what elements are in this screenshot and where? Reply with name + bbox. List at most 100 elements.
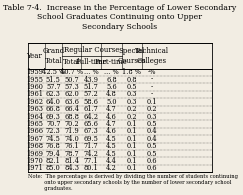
Text: 4.5: 4.5 bbox=[106, 150, 117, 158]
Text: 1961: 1961 bbox=[26, 90, 43, 98]
Text: 0.1: 0.1 bbox=[127, 150, 137, 158]
Text: 0.1: 0.1 bbox=[127, 142, 137, 150]
Text: 0.5: 0.5 bbox=[127, 83, 137, 91]
Text: 76.1: 76.1 bbox=[64, 142, 79, 150]
Text: ... %: ... % bbox=[84, 68, 99, 76]
Text: 78.7: 78.7 bbox=[64, 150, 79, 158]
Text: 5.0: 5.0 bbox=[106, 98, 117, 106]
Text: 80.1: 80.1 bbox=[84, 164, 99, 172]
Text: 70.2: 70.2 bbox=[64, 120, 79, 128]
Text: 0.5: 0.5 bbox=[147, 150, 157, 158]
Text: 63.6: 63.6 bbox=[64, 98, 79, 106]
Text: 1966: 1966 bbox=[26, 127, 43, 136]
Text: 0.2: 0.2 bbox=[127, 113, 137, 121]
Text: Technical
Colleges: Technical Colleges bbox=[135, 47, 169, 65]
Text: 68.8: 68.8 bbox=[64, 113, 79, 121]
Text: 76.8: 76.8 bbox=[46, 142, 61, 150]
Text: 70.7: 70.7 bbox=[46, 120, 61, 128]
Text: 4.6: 4.6 bbox=[106, 127, 117, 136]
Text: 85.0: 85.0 bbox=[46, 164, 61, 172]
Text: 71.7: 71.7 bbox=[84, 142, 98, 150]
Text: 4.5: 4.5 bbox=[106, 142, 117, 150]
Text: 58.6: 58.6 bbox=[84, 98, 99, 106]
Text: 4.7: 4.7 bbox=[106, 120, 117, 128]
Text: 1970: 1970 bbox=[26, 157, 43, 165]
Text: 64.0: 64.0 bbox=[46, 98, 61, 106]
Text: 0.1: 0.1 bbox=[127, 120, 137, 128]
Text: 1959: 1959 bbox=[26, 68, 43, 76]
Text: 61.7: 61.7 bbox=[84, 105, 99, 113]
Text: Year: Year bbox=[26, 52, 42, 60]
Text: 79.4: 79.4 bbox=[46, 150, 61, 158]
Text: 0.4: 0.4 bbox=[147, 135, 157, 143]
Text: 0.8: 0.8 bbox=[127, 76, 137, 84]
Text: 0.1: 0.1 bbox=[127, 164, 137, 172]
Text: 74.5: 74.5 bbox=[46, 135, 61, 143]
Text: 77.1: 77.1 bbox=[84, 157, 98, 165]
Text: 0.2: 0.2 bbox=[147, 105, 157, 113]
Text: 0.1: 0.1 bbox=[127, 127, 137, 136]
Text: 4.2: 4.2 bbox=[106, 164, 117, 172]
Text: -: - bbox=[151, 90, 153, 98]
Text: 66.4: 66.4 bbox=[64, 105, 79, 113]
Text: 4.5: 4.5 bbox=[106, 135, 117, 143]
Text: 43.9: 43.9 bbox=[84, 76, 99, 84]
Text: 81.4: 81.4 bbox=[64, 157, 79, 165]
Text: -%: -% bbox=[148, 68, 156, 76]
Text: 1971: 1971 bbox=[26, 164, 43, 172]
Text: 1969: 1969 bbox=[26, 150, 43, 158]
Text: 72.3: 72.3 bbox=[46, 127, 61, 136]
Text: 1964: 1964 bbox=[26, 113, 43, 121]
Text: 0.6: 0.6 bbox=[147, 157, 157, 165]
Text: 84.3: 84.3 bbox=[64, 164, 79, 172]
Text: 50.7: 50.7 bbox=[64, 76, 79, 84]
Text: 0.6: 0.6 bbox=[147, 164, 157, 172]
Text: 1963: 1963 bbox=[26, 105, 43, 113]
Text: Part-time: Part-time bbox=[95, 58, 128, 66]
Text: 42.5 %: 42.5 % bbox=[42, 68, 65, 76]
Text: 0.2: 0.2 bbox=[127, 105, 137, 113]
Text: 69.5: 69.5 bbox=[84, 135, 99, 143]
Text: -: - bbox=[151, 83, 153, 91]
Text: 1967: 1967 bbox=[26, 135, 43, 143]
Text: 62.3: 62.3 bbox=[46, 90, 61, 98]
Text: 51.5: 51.5 bbox=[46, 76, 61, 84]
Text: 1962: 1962 bbox=[26, 98, 43, 106]
Text: 1955: 1955 bbox=[26, 76, 43, 84]
Text: 0.1: 0.1 bbox=[127, 135, 137, 143]
Text: 4.7: 4.7 bbox=[106, 105, 117, 113]
Text: 69.3: 69.3 bbox=[46, 113, 61, 121]
Text: 66.8: 66.8 bbox=[46, 105, 61, 113]
Text: 0.5: 0.5 bbox=[147, 142, 157, 150]
Text: 0.5: 0.5 bbox=[147, 120, 157, 128]
Text: 65.6: 65.6 bbox=[84, 120, 99, 128]
Text: 4.8: 4.8 bbox=[106, 90, 117, 98]
Text: 0.3: 0.3 bbox=[127, 98, 137, 106]
Text: Note:  The percentage is derived by dividing the number of students continuing
 : Note: The percentage is derived by divid… bbox=[28, 174, 238, 191]
Text: 57.3: 57.3 bbox=[64, 83, 79, 91]
Text: 64.2: 64.2 bbox=[84, 113, 99, 121]
Text: Full-time: Full-time bbox=[75, 58, 107, 66]
Text: 0.3: 0.3 bbox=[147, 113, 157, 121]
Text: 1.8 %: 1.8 % bbox=[122, 68, 141, 76]
Text: 57.2: 57.2 bbox=[84, 90, 99, 98]
Text: 0.1: 0.1 bbox=[127, 157, 137, 165]
Text: 0.3: 0.3 bbox=[127, 90, 137, 98]
Text: 51.7: 51.7 bbox=[84, 83, 99, 91]
Text: 67.3: 67.3 bbox=[84, 127, 99, 136]
Text: 4.6: 4.6 bbox=[106, 113, 117, 121]
Text: 4.4: 4.4 bbox=[106, 157, 117, 165]
Text: 74.2: 74.2 bbox=[84, 150, 99, 158]
Text: ... %: ... % bbox=[104, 68, 119, 76]
Text: Grand
Total: Grand Total bbox=[42, 47, 64, 65]
Text: 40.7 %: 40.7 % bbox=[60, 68, 83, 76]
Text: 57.7: 57.7 bbox=[46, 83, 61, 91]
Text: 5.6: 5.6 bbox=[106, 83, 117, 91]
Text: 1965: 1965 bbox=[26, 120, 43, 128]
Text: 0.1: 0.1 bbox=[147, 98, 157, 106]
Text: Table 7-4.  Increase in the Percentage of Lower Secondary
School Graduates Conti: Table 7-4. Increase in the Percentage of… bbox=[3, 4, 237, 31]
Text: 71.9: 71.9 bbox=[64, 127, 79, 136]
Text: Total: Total bbox=[63, 58, 80, 66]
Text: 62.0: 62.0 bbox=[64, 90, 79, 98]
Text: 74.0: 74.0 bbox=[64, 135, 79, 143]
